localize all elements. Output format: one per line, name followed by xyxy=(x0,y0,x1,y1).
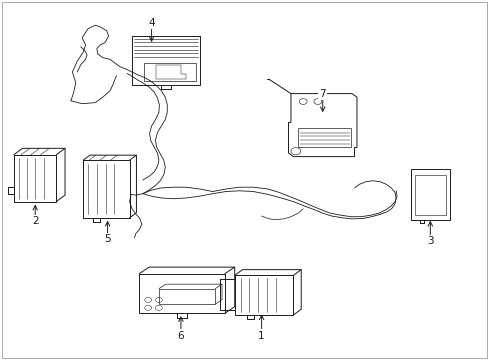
Text: 1: 1 xyxy=(258,330,264,341)
Text: 2: 2 xyxy=(32,216,39,226)
Text: 3: 3 xyxy=(426,236,433,246)
Text: 5: 5 xyxy=(104,234,111,244)
Text: 4: 4 xyxy=(148,18,155,28)
Text: 6: 6 xyxy=(177,330,184,341)
Text: 7: 7 xyxy=(319,89,325,99)
